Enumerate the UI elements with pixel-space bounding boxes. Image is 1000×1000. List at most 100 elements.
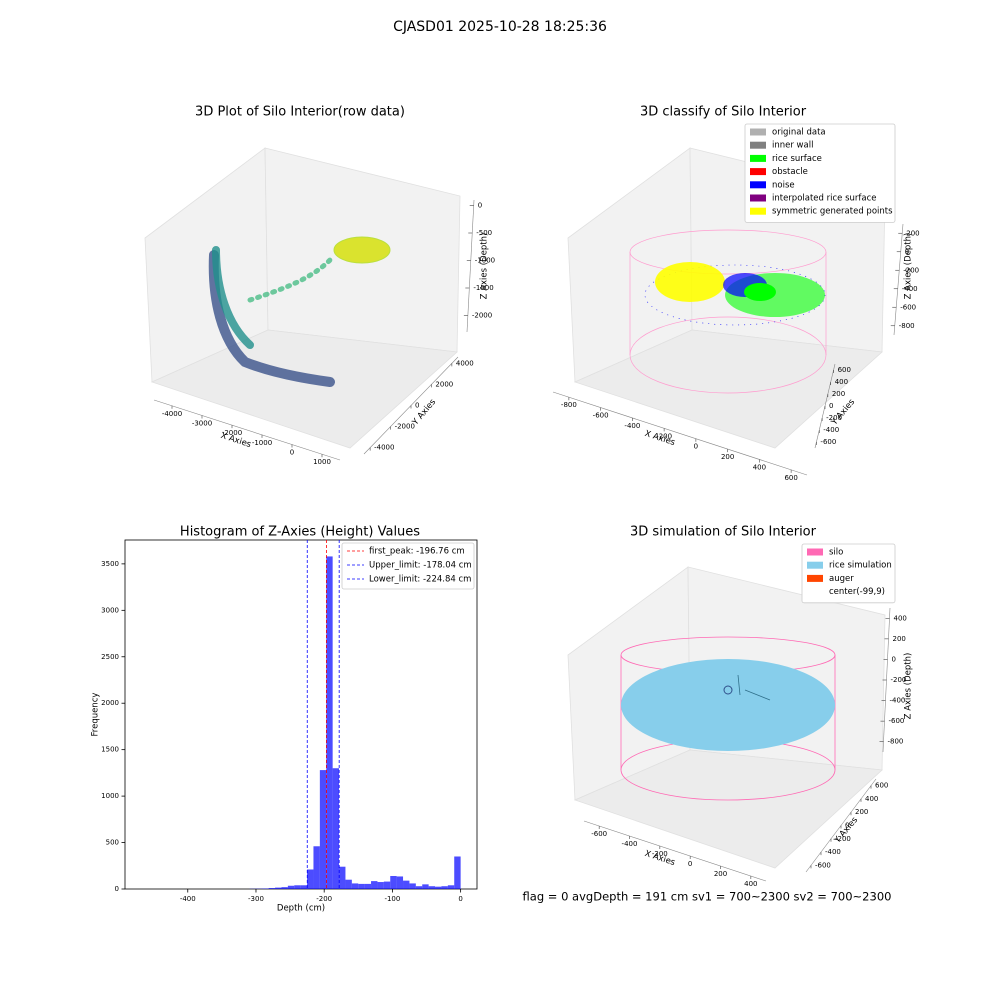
x-tick-label: -100	[384, 895, 400, 903]
bar	[415, 886, 423, 889]
legend-box	[341, 542, 475, 590]
z-tick-label: 0	[905, 248, 909, 256]
x-tick-label: 200	[721, 453, 734, 461]
z-tick-label: -600	[889, 717, 905, 725]
y-tick-label: 0	[829, 402, 833, 410]
bar	[313, 846, 320, 889]
bar	[287, 885, 295, 889]
y-tick-label: -600	[815, 861, 831, 869]
x-tick-label: -200	[656, 432, 672, 440]
x-tick-label: -600	[593, 412, 609, 420]
y-tick-label: 1500	[101, 746, 119, 754]
bar	[383, 881, 391, 889]
y-tick-label: 2500	[101, 653, 119, 661]
z-axis-label: Z Axies (Depth)	[904, 233, 914, 300]
y-tick-label: -600	[820, 438, 836, 446]
bar	[377, 882, 384, 889]
legend-swatch	[750, 128, 766, 136]
chart-title: Histogram of Z-Axies (Height) Values	[180, 525, 420, 540]
bar	[326, 556, 333, 889]
z-tick-label: -400	[890, 697, 906, 705]
z-tick-label: -400	[902, 285, 918, 293]
legend-label: rice surface	[772, 154, 822, 164]
y-tick-label: 3000	[101, 606, 119, 614]
x-tick-label: 1000	[313, 458, 331, 466]
z-tick-label: -200	[903, 266, 919, 274]
status-line: flag = 0 avgDepth = 191 cm sv1 = 700~230…	[523, 890, 892, 904]
x-tick-label: -4000	[162, 410, 182, 418]
z-tick-label: 0	[892, 655, 896, 663]
x-tick-label: -300	[248, 895, 264, 903]
legend-label: Lower_limit: -224.84 cm	[369, 575, 471, 585]
x-tick-label: -400	[624, 422, 640, 430]
x-tick-label: -600	[591, 830, 607, 838]
z-axis-label: Z Axies (Depth)	[904, 653, 914, 720]
y-tick-label: 400	[835, 378, 848, 386]
bar	[422, 884, 429, 889]
x-axis-line	[552, 391, 808, 476]
point-cloud	[208, 236, 391, 387]
bar	[428, 886, 436, 889]
y-tick-label: -200	[835, 835, 851, 843]
legend-swatch	[807, 561, 823, 569]
legend-label: first_peak: -196.76 cm	[369, 547, 465, 557]
x-tick-label: -400	[180, 895, 196, 903]
bar	[403, 880, 410, 889]
x-tick-label: -800	[561, 401, 577, 409]
y-tick-label: 600	[838, 366, 851, 374]
z-tick-label: -1000	[475, 257, 495, 265]
legend-swatch	[750, 194, 766, 202]
legend-label: inner wall	[772, 141, 813, 151]
y-tick-label: -400	[823, 426, 839, 434]
z-tick-label: 0	[478, 202, 482, 210]
legend-label: obstacle	[772, 167, 808, 177]
x-tick-label: -3000	[192, 419, 212, 427]
x-tick-label: 0	[290, 449, 294, 457]
z-tick-label: -1500	[473, 284, 493, 292]
bar	[339, 866, 346, 889]
chart-title: 3D classify of Silo Interior	[640, 105, 807, 120]
bar	[396, 876, 404, 889]
z-tick-label: -800	[899, 322, 915, 330]
z-tick-label: -600	[900, 303, 916, 311]
y-tick-label: -2000	[395, 423, 415, 431]
x-tick-label: 0	[458, 895, 462, 903]
y-tick-label: -200	[826, 414, 842, 422]
bar	[345, 879, 352, 889]
plot-area	[124, 539, 478, 890]
bar	[447, 885, 455, 889]
bar	[454, 856, 461, 889]
legend-label: silo	[829, 548, 843, 558]
z-tick-label: 400	[894, 614, 907, 622]
x-tick-label: 600	[784, 474, 797, 482]
chart-title: 3D simulation of Silo Interior	[630, 525, 817, 540]
legend-swatch	[750, 141, 766, 149]
y-tick-label: 0	[415, 402, 419, 410]
z-axis-label: Z Axies (Depth)	[480, 233, 490, 300]
legend-box	[744, 123, 896, 223]
bar	[435, 886, 442, 889]
bar	[390, 875, 397, 889]
bar	[371, 881, 378, 889]
bar	[294, 885, 301, 889]
y-tick-label: 2000	[101, 699, 119, 707]
legend-swatch	[750, 207, 766, 215]
bar	[409, 883, 416, 889]
y-tick-label: 500	[106, 839, 119, 847]
y-tick-label: 3500	[101, 560, 119, 568]
x-tick-label: -200	[316, 895, 332, 903]
bar	[364, 883, 372, 889]
z-tick-label: 200	[893, 635, 906, 643]
legend-swatch	[807, 574, 823, 582]
z-tick-label: -2000	[472, 312, 492, 320]
figure-title: CJASD01 2025-10-28 18:25:36	[393, 19, 607, 35]
classify-cloud	[629, 229, 827, 394]
y-tick-label: 2000	[435, 380, 453, 388]
z-tick-label: -500	[476, 229, 492, 237]
bar	[268, 888, 276, 889]
bar	[281, 887, 288, 889]
bar	[441, 886, 448, 889]
x-tick-label: 0	[694, 443, 698, 451]
